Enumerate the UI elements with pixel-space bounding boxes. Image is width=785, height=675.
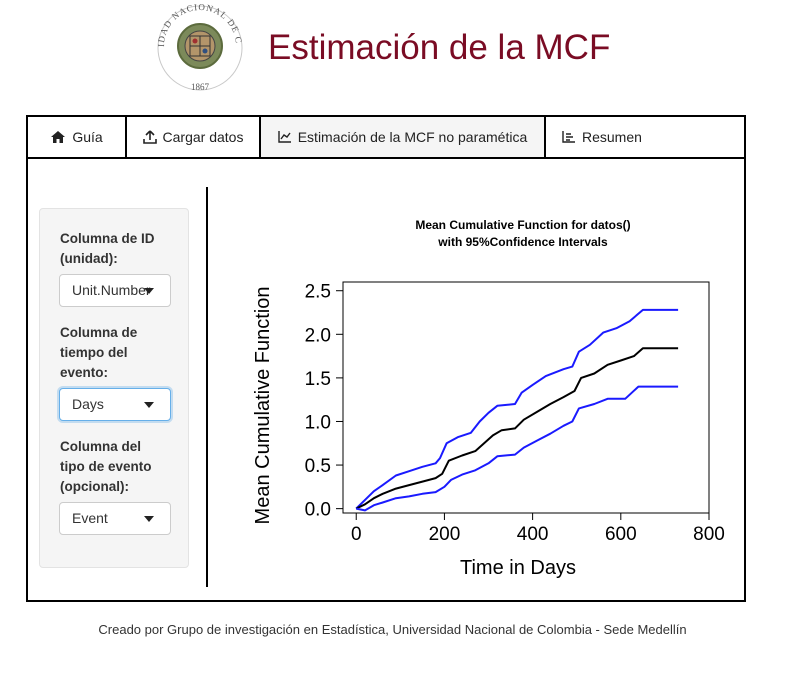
x-tick-label: 400 (517, 524, 549, 545)
y-tick-label: 1.0 (305, 412, 331, 433)
tab-label: Cargar datos (162, 129, 244, 145)
chart-title-line1: Mean Cumulative Function for datos() (415, 218, 631, 232)
x-tick-label: 800 (693, 524, 725, 545)
x-tick-label: 600 (605, 524, 637, 545)
university-logo: UNIVERSIDAD NACIONAL DE COLOMBIA 1867 (145, 0, 250, 95)
type-column-label: Columna del tipo de evento (opcional): (60, 439, 152, 494)
series-line-mean (355, 347, 679, 510)
id-column-select[interactable]: Unit.Number (59, 274, 171, 307)
logo-year: 1867 (191, 82, 210, 92)
y-axis-label: Mean Cumulative Function (252, 287, 274, 525)
series-line-lower (355, 385, 679, 512)
line-chart-icon (278, 131, 291, 143)
plot-frame (342, 281, 710, 514)
y-tick-label: 2.5 (305, 282, 331, 303)
upload-icon (142, 130, 157, 144)
chart-title-line2: with 95%Confidence Intervals (438, 235, 608, 249)
type-column-select[interactable]: Event (59, 502, 171, 535)
y-tick-label: 0.5 (305, 456, 331, 477)
tab-estimacion-mcf[interactable]: Estimación de la MCF no paramética (261, 117, 546, 157)
sidebar-panel: Columna de ID (unidad): Unit.Number Colu… (39, 208, 189, 568)
chevron-down-icon (144, 288, 154, 294)
panel-divider (206, 187, 208, 587)
time-column-value: Days (72, 396, 104, 412)
main-panel: Guía Cargar datos Estimación de la MCF n… (26, 115, 746, 602)
x-tick-label: 0 (351, 524, 362, 545)
footer-credits: Creado por Grupo de investigación en Est… (98, 622, 687, 637)
type-column-value: Event (72, 510, 108, 526)
time-column-label: Columna de tiempo del evento: (60, 325, 138, 380)
chevron-down-icon (144, 402, 154, 408)
id-column-value: Unit.Number (72, 282, 151, 298)
id-column-label: Columna de ID (unidad): (60, 231, 155, 266)
app-title: Estimación de la MCF (268, 28, 611, 67)
home-icon (51, 131, 66, 143)
tab-label: Guía (72, 129, 103, 145)
tab-resumen[interactable]: Resumen (546, 117, 744, 157)
time-column-select[interactable]: Days (59, 388, 171, 421)
chart-title: Mean Cumulative Function for datos() wit… (328, 217, 718, 251)
tab-cargar-datos[interactable]: Cargar datos (127, 117, 261, 157)
x-tick-label: 200 (429, 524, 461, 545)
chevron-down-icon (144, 516, 154, 522)
tab-bar: Guía Cargar datos Estimación de la MCF n… (28, 117, 744, 159)
series-line-upper (355, 308, 679, 510)
tab-guia[interactable]: Guía (28, 117, 127, 157)
x-axis-label: Time in Days (460, 557, 576, 579)
y-tick-label: 1.5 (305, 369, 331, 390)
y-tick-label: 2.0 (305, 325, 331, 346)
y-tick-label: 0.0 (305, 500, 331, 521)
mcf-chart: 0.0 0.5 1.0 1.5 2.0 2.5 0 200 400 600 800 Time in D… (252, 281, 725, 579)
list-icon (562, 131, 575, 143)
tab-label: Estimación de la MCF no paramética (297, 129, 528, 145)
tab-label: Resumen (582, 129, 642, 145)
